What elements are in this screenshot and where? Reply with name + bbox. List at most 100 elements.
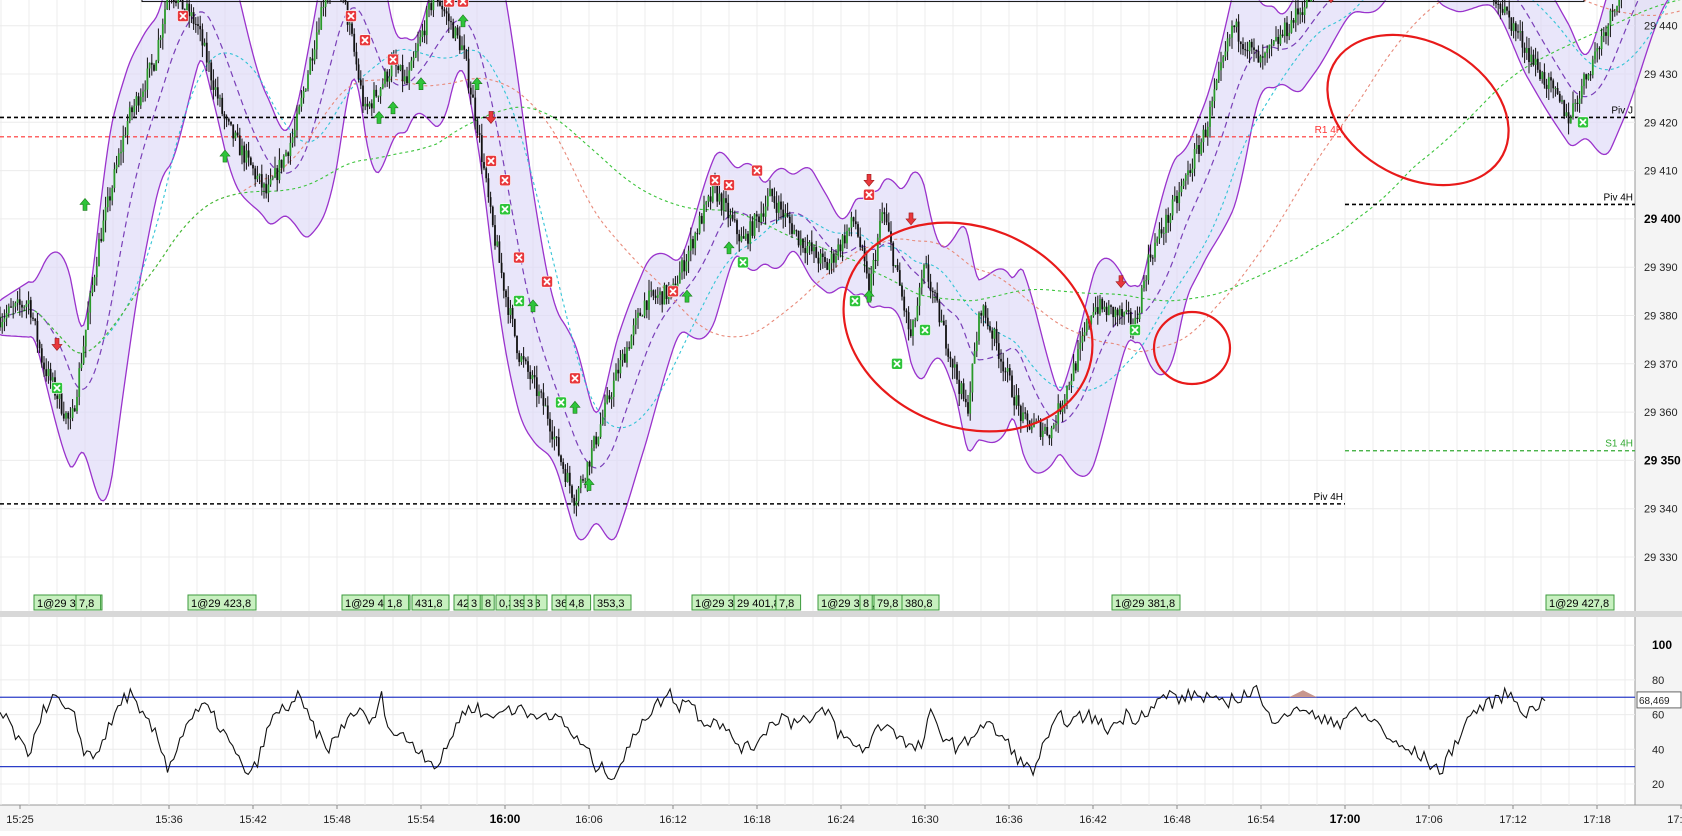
candle-body bbox=[521, 356, 523, 362]
candle-body bbox=[78, 368, 80, 397]
sell-exit-marker bbox=[514, 252, 525, 263]
candle-body bbox=[895, 265, 897, 266]
candle-body bbox=[151, 63, 153, 65]
candle-body bbox=[367, 104, 369, 107]
candle-body bbox=[45, 369, 47, 376]
candle-body bbox=[257, 176, 259, 180]
sell-exit-marker bbox=[444, 0, 455, 7]
trade-label: 1,8 bbox=[387, 598, 402, 610]
candle-body bbox=[1121, 309, 1123, 316]
candle-body bbox=[952, 359, 954, 368]
candle-body bbox=[177, 0, 179, 3]
candle-body bbox=[1517, 31, 1519, 32]
time-tick-label: 16:30 bbox=[911, 814, 939, 826]
buy-exit-marker bbox=[52, 382, 63, 393]
candle-body bbox=[30, 300, 32, 317]
candle-body bbox=[316, 32, 318, 49]
candle-body bbox=[246, 150, 248, 162]
candle-body bbox=[989, 326, 991, 330]
candle-body bbox=[4, 318, 6, 322]
candle-body bbox=[945, 325, 947, 348]
candle-body bbox=[37, 321, 39, 342]
candle-body bbox=[1086, 320, 1088, 332]
candle-body bbox=[1511, 17, 1513, 30]
candle-body bbox=[967, 402, 969, 413]
candle-body bbox=[787, 213, 789, 217]
candle-body bbox=[1126, 310, 1128, 312]
candle-body bbox=[6, 313, 8, 318]
candle-body bbox=[754, 214, 756, 236]
candle-body bbox=[800, 239, 802, 246]
candle-body bbox=[1051, 428, 1053, 438]
candle-body bbox=[52, 377, 54, 380]
candle-body bbox=[107, 196, 109, 207]
candle-body bbox=[122, 136, 124, 152]
candle-body bbox=[362, 86, 364, 107]
candle-body bbox=[441, 6, 443, 10]
candle-body bbox=[598, 437, 600, 445]
time-tick-label: 16:48 bbox=[1163, 814, 1191, 826]
candle-body bbox=[153, 65, 155, 71]
sell-exit-marker bbox=[388, 54, 399, 65]
candle-body bbox=[767, 196, 769, 206]
candle-body bbox=[996, 329, 998, 343]
candle-body bbox=[1000, 359, 1002, 362]
candle-body bbox=[87, 313, 89, 330]
candle-body bbox=[1141, 288, 1143, 312]
candle-body bbox=[276, 168, 278, 180]
candle-body bbox=[712, 186, 714, 202]
candle-body bbox=[74, 408, 76, 411]
candle-body bbox=[1530, 55, 1532, 62]
candle-body bbox=[1192, 169, 1194, 173]
candle-body bbox=[1110, 305, 1112, 307]
time-tick-label: 15:48 bbox=[323, 814, 351, 826]
sell-exit-marker bbox=[360, 35, 371, 46]
buy-exit-marker bbox=[556, 397, 567, 408]
candle-body bbox=[591, 448, 593, 466]
candle-body bbox=[1541, 72, 1543, 79]
candle-body bbox=[831, 253, 833, 263]
candle-body bbox=[118, 153, 120, 164]
candle-body bbox=[565, 469, 567, 482]
candle-body bbox=[1273, 41, 1275, 45]
candle-body bbox=[1271, 45, 1273, 46]
buy-exit-marker bbox=[892, 358, 903, 369]
candle-body bbox=[560, 455, 562, 462]
candle-body bbox=[384, 72, 386, 84]
candle-body bbox=[1044, 427, 1046, 431]
rsi-tick-label: 20 bbox=[1652, 779, 1664, 791]
candle-body bbox=[611, 397, 613, 399]
candle-body bbox=[811, 242, 813, 251]
candle-body bbox=[582, 479, 584, 481]
candle-body bbox=[1539, 70, 1541, 79]
candle-body bbox=[978, 313, 980, 341]
candle-body bbox=[503, 273, 505, 291]
candle-body bbox=[602, 417, 604, 424]
candle-body bbox=[320, 7, 322, 29]
candle-body bbox=[987, 318, 989, 326]
sell-exit-marker bbox=[346, 11, 357, 22]
candle-body bbox=[1084, 332, 1086, 336]
candle-body bbox=[182, 0, 184, 9]
candle-body bbox=[1275, 37, 1277, 41]
candle-body bbox=[1304, 7, 1306, 15]
candle-body bbox=[296, 114, 298, 130]
candle-body bbox=[857, 224, 859, 237]
time-tick-label: 15:42 bbox=[239, 814, 267, 826]
candle-body bbox=[70, 418, 72, 419]
candle-body bbox=[848, 228, 850, 231]
candle-body bbox=[1071, 381, 1073, 385]
time-tick-label: 15:54 bbox=[407, 814, 435, 826]
candle-body bbox=[1123, 312, 1125, 316]
candle-body bbox=[485, 168, 487, 178]
rsi-tick-label: 80 bbox=[1652, 675, 1664, 687]
candle-body bbox=[144, 90, 146, 92]
candle-body bbox=[804, 248, 806, 253]
candle-body bbox=[1042, 431, 1044, 437]
sell-exit-marker bbox=[500, 175, 511, 186]
candle-body bbox=[1093, 312, 1095, 316]
candle-body bbox=[650, 290, 652, 291]
candle-body bbox=[164, 9, 166, 24]
candle-body bbox=[228, 119, 230, 122]
